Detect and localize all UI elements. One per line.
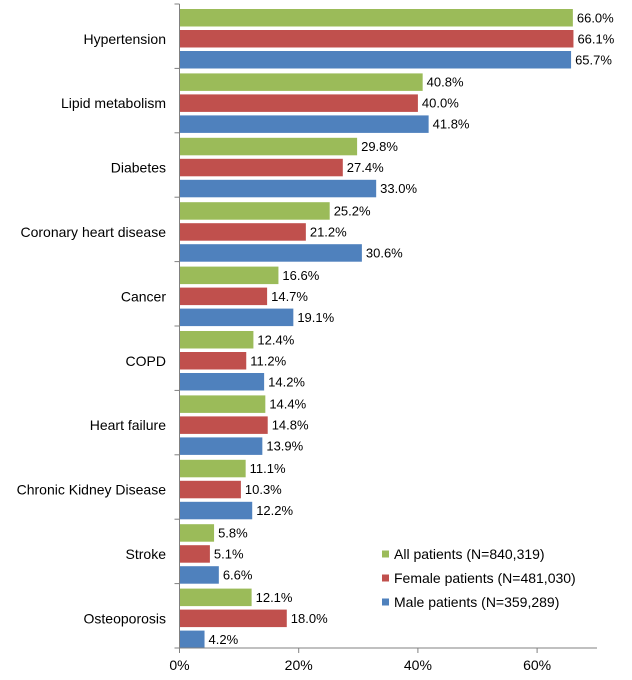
bar-value-label: 12.1% bbox=[256, 590, 293, 605]
legend-swatch-male bbox=[382, 598, 389, 606]
bar-value-label: 65.7% bbox=[575, 52, 612, 67]
bar-male-5 bbox=[179, 373, 265, 391]
category-label: Lipid metabolism bbox=[61, 95, 166, 111]
bar-all-6 bbox=[179, 395, 266, 413]
bar-female-8 bbox=[179, 545, 210, 563]
bar-male-1 bbox=[179, 115, 429, 133]
category-label: Heart failure bbox=[90, 417, 166, 433]
bar-male-6 bbox=[179, 437, 263, 455]
bar-female-9 bbox=[179, 609, 287, 628]
bar-value-label: 5.1% bbox=[214, 546, 244, 561]
category-label: Stroke bbox=[126, 546, 167, 562]
bar-female-5 bbox=[179, 352, 247, 370]
bar-male-9 bbox=[179, 630, 205, 649]
bar-value-label: 19.1% bbox=[297, 310, 334, 325]
bar-value-label: 4.2% bbox=[209, 632, 239, 647]
bar-male-8 bbox=[179, 566, 219, 584]
bar-value-label: 16.6% bbox=[282, 268, 319, 283]
bar-value-label: 13.9% bbox=[266, 439, 303, 454]
bar-value-label: 29.8% bbox=[361, 139, 398, 154]
bar-value-label: 14.2% bbox=[268, 374, 305, 389]
category-label: Hypertension bbox=[84, 31, 167, 47]
x-tick-label: 20% bbox=[285, 657, 313, 673]
bar-value-label: 11.2% bbox=[250, 353, 286, 368]
legend-swatch-all bbox=[382, 550, 389, 558]
bar-all-4 bbox=[179, 266, 279, 285]
x-tick-label: 60% bbox=[523, 657, 551, 673]
category-label: Coronary heart disease bbox=[20, 224, 166, 240]
bar-value-label: 33.0% bbox=[380, 181, 417, 196]
bar-value-label: 14.4% bbox=[269, 397, 306, 412]
bar-value-label: 6.6% bbox=[223, 567, 253, 582]
bar-male-7 bbox=[179, 501, 253, 520]
bar-female-4 bbox=[179, 287, 268, 306]
bar-all-3 bbox=[179, 202, 330, 220]
bar-all-9 bbox=[179, 588, 252, 607]
bar-value-label: 66.1% bbox=[577, 31, 614, 46]
bar-male-3 bbox=[179, 244, 362, 262]
bar-value-label: 66.0% bbox=[577, 10, 614, 25]
legend-label-male: Male patients (N=359,289) bbox=[394, 594, 559, 610]
bar-all-1 bbox=[179, 73, 423, 91]
bar-male-0 bbox=[179, 51, 572, 69]
x-tick-label: 40% bbox=[404, 657, 432, 673]
bar-value-label: 30.6% bbox=[366, 245, 403, 260]
bar-female-6 bbox=[179, 416, 268, 434]
bar-male-4 bbox=[179, 308, 294, 327]
category-label: Cancer bbox=[121, 288, 166, 304]
legend-label-female: Female patients (N=481,030) bbox=[394, 570, 576, 586]
bar-value-label: 21.2% bbox=[310, 224, 347, 239]
x-tick-label: 0% bbox=[169, 657, 189, 673]
bar-all-8 bbox=[179, 524, 215, 542]
bar-all-0 bbox=[179, 9, 573, 27]
bar-value-label: 12.4% bbox=[257, 332, 294, 347]
category-label: Chronic Kidney Disease bbox=[17, 482, 167, 498]
bar-female-1 bbox=[179, 94, 418, 112]
bar-all-2 bbox=[179, 137, 358, 156]
bar-all-7 bbox=[179, 459, 246, 478]
bar-value-label: 12.2% bbox=[256, 503, 293, 518]
legend-label-all: All patients (N=840,319) bbox=[394, 546, 545, 562]
bar-all-5 bbox=[179, 331, 254, 349]
bar-value-label: 40.8% bbox=[427, 75, 464, 90]
legend: All patients (N=840,319) Female patients … bbox=[382, 546, 576, 610]
category-label: Osteoporosis bbox=[84, 610, 166, 626]
bars-layer bbox=[179, 9, 574, 649]
legend-swatch-female bbox=[382, 574, 389, 582]
bar-value-label: 40.0% bbox=[422, 96, 459, 111]
bar-female-2 bbox=[179, 158, 343, 177]
bar-value-label: 11.1% bbox=[250, 461, 286, 476]
bar-value-label: 41.8% bbox=[433, 117, 470, 132]
bar-value-label: 5.8% bbox=[218, 525, 248, 540]
bar-value-label: 14.7% bbox=[271, 289, 308, 304]
bar-value-label: 27.4% bbox=[347, 160, 384, 175]
axes-layer: 0% 20% 40% 60% bbox=[169, 3, 597, 673]
bar-female-3 bbox=[179, 223, 306, 241]
category-label: Diabetes bbox=[111, 160, 166, 176]
bar-female-7 bbox=[179, 480, 241, 499]
labels-layer: 66.0% 66.1% 65.7% Hypertension 40.8% 40.0% 41.… bbox=[17, 10, 615, 647]
bar-value-label: 14.8% bbox=[272, 418, 309, 433]
bar-male-2 bbox=[179, 179, 377, 198]
bar-value-label: 18.0% bbox=[291, 611, 328, 626]
bar-value-label: 10.3% bbox=[245, 482, 282, 497]
category-label: COPD bbox=[126, 353, 166, 369]
bar-female-0 bbox=[179, 30, 574, 48]
bar-value-label: 25.2% bbox=[334, 203, 371, 218]
